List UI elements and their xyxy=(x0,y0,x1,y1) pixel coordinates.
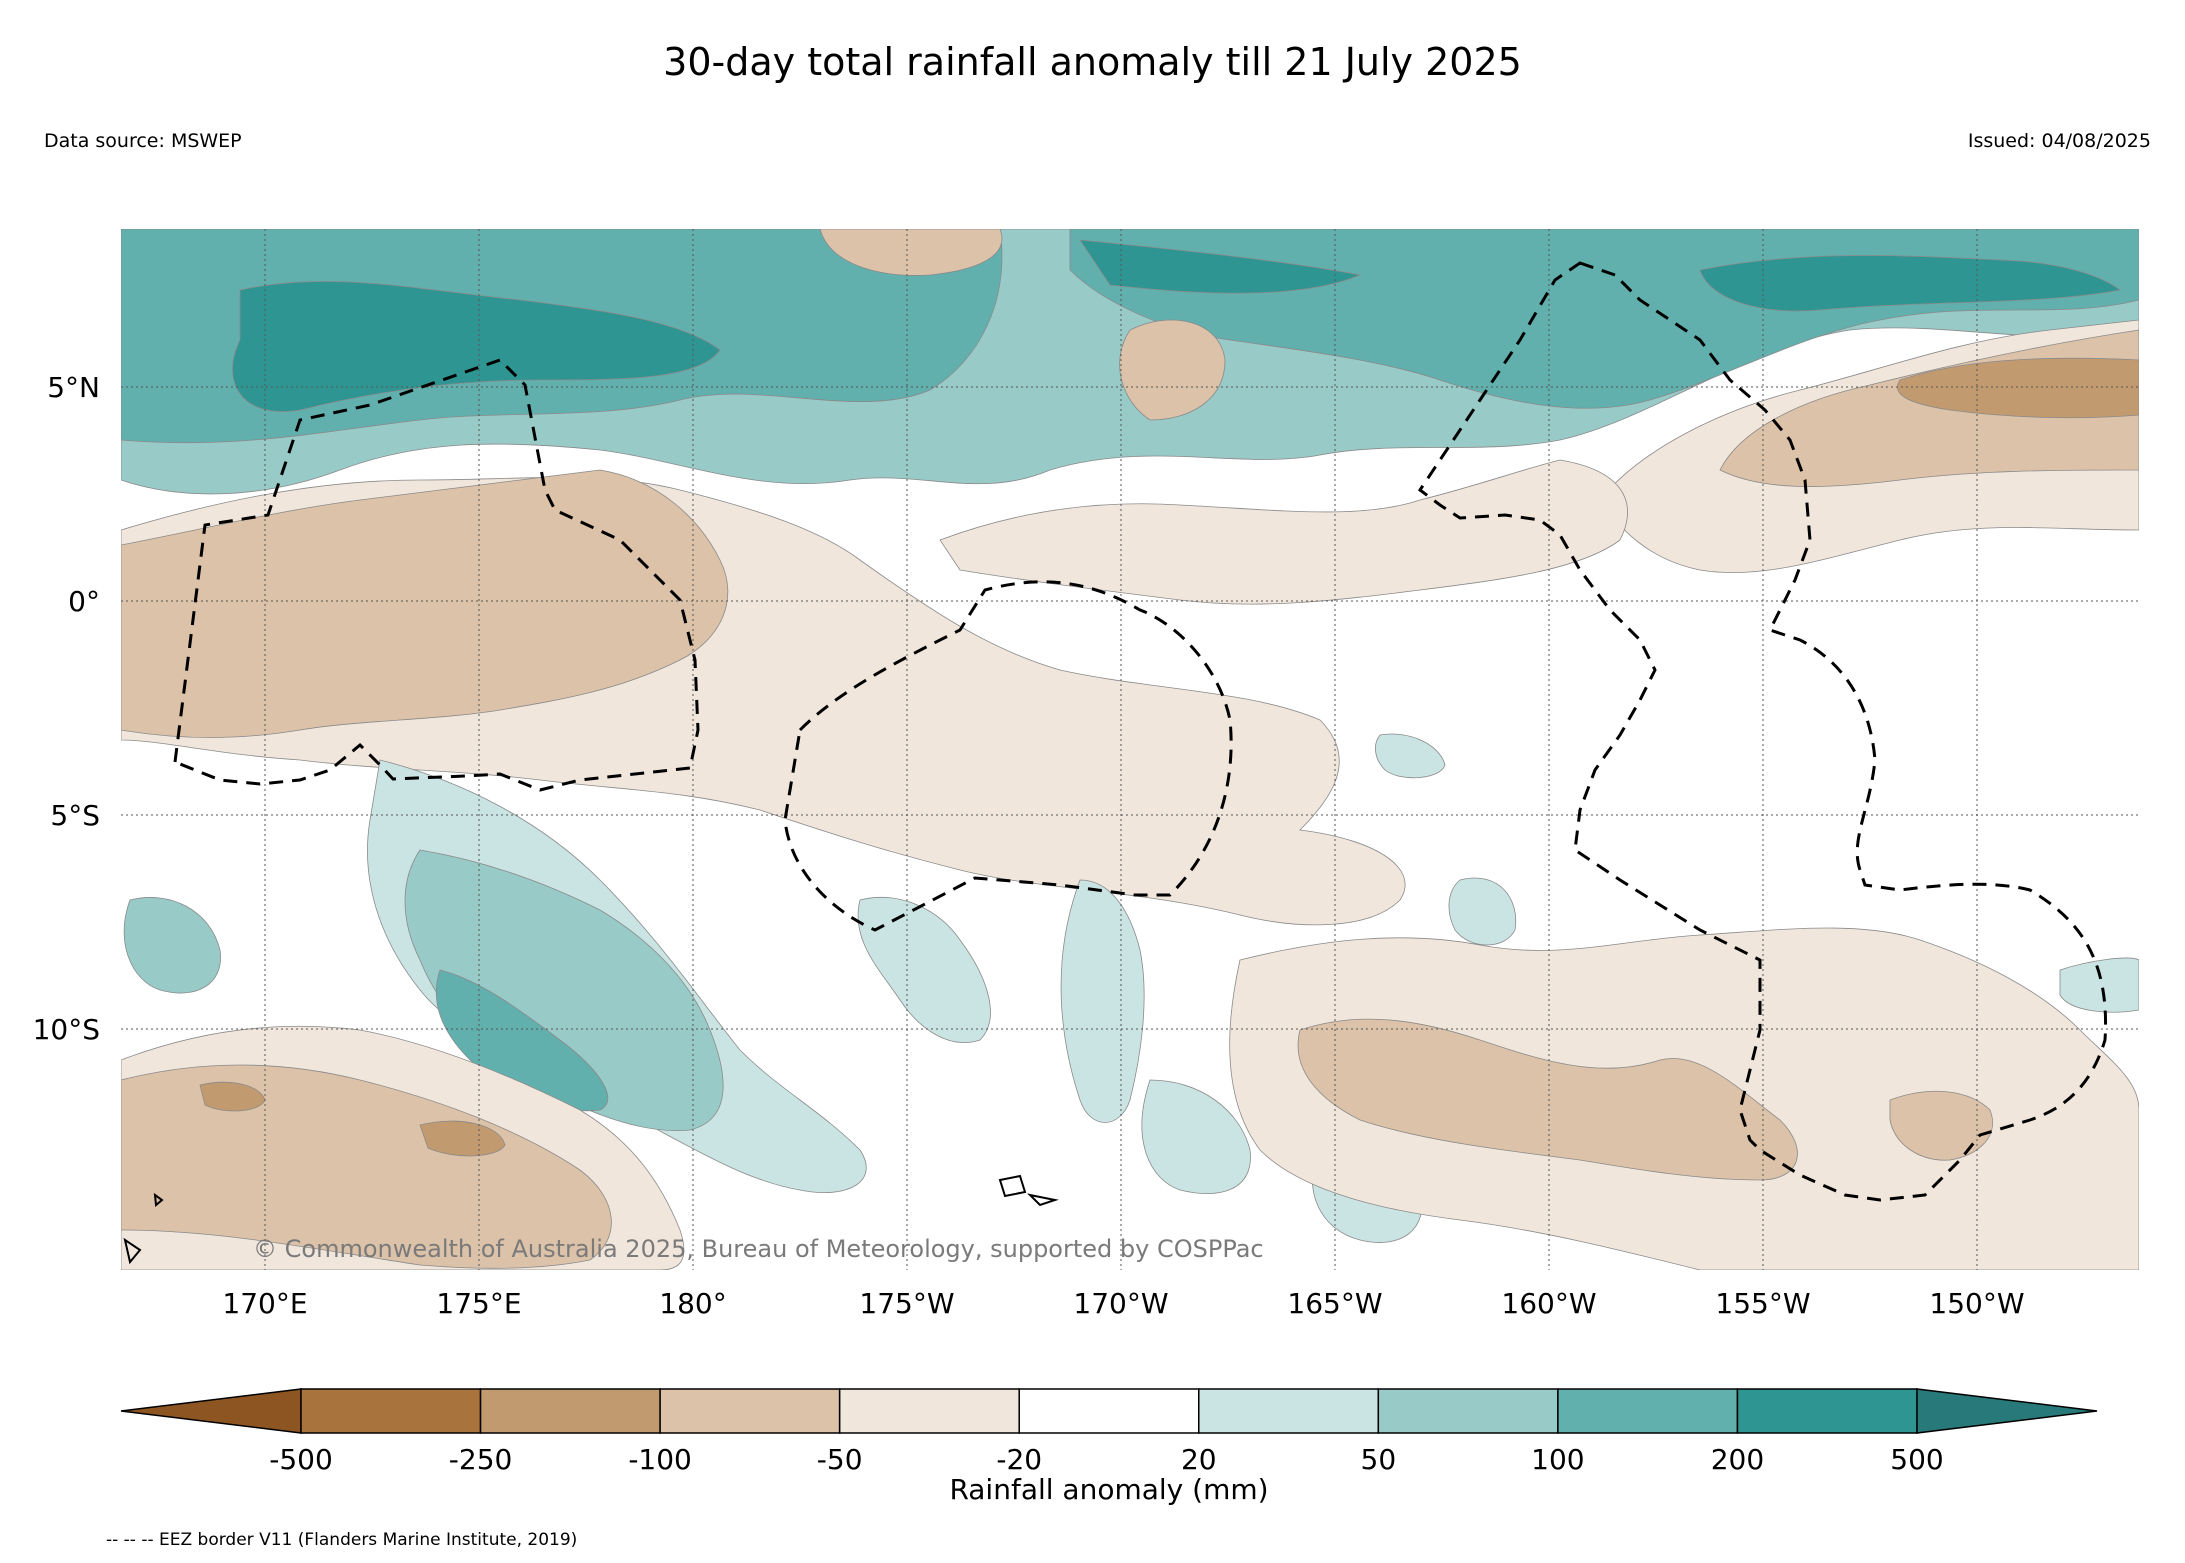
colorbar-cell xyxy=(1198,1388,1380,1434)
wet-blob-south xyxy=(404,849,724,1132)
map-title: 30-day total rainfall anomaly till 21 Ju… xyxy=(663,40,1522,84)
colorbar-tick-labels: -500 -250 -100 -50 -20 20 50 100 200 500 xyxy=(269,1443,1944,1476)
lon-label-160w: 160°W xyxy=(1501,1287,1596,1320)
colorbar: -500 -250 -100 -50 -20 20 50 100 200 500 Rainfall… xyxy=(120,1388,2098,1506)
eez-footnote: -- -- -- EEZ border V11 (Flanders Marine… xyxy=(106,1530,578,1550)
colorbar-cell xyxy=(1736,1388,1918,1434)
colorbar-tick-label: -50 xyxy=(817,1443,863,1476)
colorbar-tick-label: -500 xyxy=(269,1443,333,1476)
colorbar-tick-label: 200 xyxy=(1711,1443,1764,1476)
dry-band-southwest xyxy=(121,1064,612,1269)
dry-band-southeast xyxy=(1297,1018,1798,1181)
dry-band-northeast-core xyxy=(1897,357,2139,419)
colorbar-cell xyxy=(1018,1388,1200,1434)
colorbar-cell xyxy=(479,1388,661,1434)
lon-label-180: 180° xyxy=(659,1287,726,1320)
colorbar-extend-min xyxy=(120,1388,302,1434)
data-source-label: Data source: MSWEP xyxy=(44,130,242,152)
colorbar-cell xyxy=(300,1388,482,1434)
colorbar-tick-label: 20 xyxy=(1181,1443,1217,1476)
latitude-axis: 5°N 0° 5°S 10°S xyxy=(33,371,100,1046)
copyright-notice: © Commonwealth of Australia 2025, Bureau… xyxy=(253,1235,1264,1263)
dry-band-equator xyxy=(121,469,729,738)
wet-band-north-core xyxy=(232,281,721,412)
colorbar-tick-label: 500 xyxy=(1890,1443,1943,1476)
dry-patch-southeast xyxy=(1889,1090,1993,1161)
wet-blob-southwest xyxy=(123,897,221,994)
colorbar-cell xyxy=(838,1388,1020,1434)
lat-label-0: 0° xyxy=(68,585,100,618)
wet-patches-central xyxy=(857,733,2139,1243)
dry-patch-north xyxy=(819,229,1226,421)
graticule xyxy=(121,229,2139,1270)
colorbar-cells xyxy=(120,1388,2098,1434)
island-outlines xyxy=(123,1174,1059,1265)
lon-label-165w: 165°W xyxy=(1287,1287,1382,1320)
lon-label-170w: 170°W xyxy=(1073,1287,1168,1320)
lon-label-150w: 150°W xyxy=(1929,1287,2024,1320)
colorbar-extend-max xyxy=(1916,1388,2098,1434)
lat-label-5s: 5°S xyxy=(50,799,100,832)
colorbar-tick-label: 50 xyxy=(1361,1443,1397,1476)
lat-label-10s: 10°S xyxy=(33,1013,100,1046)
colorbar-cell xyxy=(1377,1388,1559,1434)
colorbar-tick-label: -100 xyxy=(628,1443,692,1476)
colorbar-cell xyxy=(1557,1388,1739,1434)
lat-label-5n: 5°N xyxy=(47,371,100,404)
lon-label-155w: 155°W xyxy=(1715,1287,1810,1320)
colorbar-tick-label: -20 xyxy=(996,1443,1042,1476)
lon-label-175e: 175°E xyxy=(436,1287,521,1320)
colorbar-label: Rainfall anomaly (mm) xyxy=(949,1473,1268,1506)
dry-band-equator-east-light xyxy=(939,459,1628,605)
lon-label-175w: 175°W xyxy=(859,1287,954,1320)
colorbar-tick-label: -250 xyxy=(449,1443,513,1476)
longitude-axis: 170°E 175°E 180° 175°W 170°W 165°W 160°W… xyxy=(222,1287,2024,1320)
wet-band-northeast-core xyxy=(1079,239,2121,312)
issued-date-label: Issued: 04/08/2025 xyxy=(1967,130,2151,152)
colorbar-tick-label: 100 xyxy=(1531,1443,1584,1476)
eez-borders xyxy=(173,261,2108,1202)
lon-label-170e: 170°E xyxy=(222,1287,307,1320)
colorbar-cell xyxy=(659,1388,841,1434)
rainfall-field: © Commonwealth of Australia 2025, Bureau… xyxy=(121,229,2139,1270)
